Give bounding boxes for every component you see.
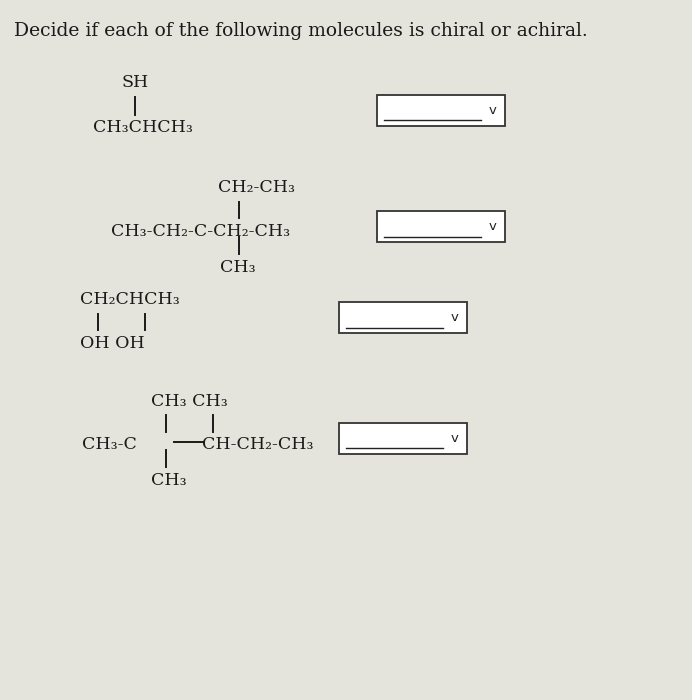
Text: CH₃-CH₂-C-CH₂-CH₃: CH₃-CH₂-C-CH₂-CH₃: [111, 223, 290, 239]
FancyBboxPatch shape: [377, 95, 505, 126]
Text: SH: SH: [121, 74, 148, 91]
Text: CH₃CHCH₃: CH₃CHCH₃: [93, 119, 193, 136]
Text: v: v: [450, 312, 459, 324]
FancyBboxPatch shape: [339, 302, 467, 333]
Text: Decide if each of the following molecules is chiral or achiral.: Decide if each of the following molecule…: [14, 22, 588, 41]
Text: CH₂-CH₃: CH₂-CH₃: [218, 179, 295, 196]
FancyBboxPatch shape: [377, 211, 505, 242]
Text: v: v: [489, 104, 497, 117]
Text: CH₃: CH₃: [220, 259, 255, 276]
Text: CH₃-C: CH₃-C: [82, 436, 136, 453]
Text: CH-CH₂-CH₃: CH-CH₂-CH₃: [202, 436, 313, 453]
Text: OH OH: OH OH: [80, 335, 145, 352]
Text: CH₃ CH₃: CH₃ CH₃: [151, 393, 228, 410]
Text: CH₃: CH₃: [151, 472, 186, 489]
FancyBboxPatch shape: [339, 423, 467, 454]
Text: v: v: [489, 220, 497, 233]
Text: CH₂CHCH₃: CH₂CHCH₃: [80, 291, 179, 308]
Text: v: v: [450, 432, 459, 444]
